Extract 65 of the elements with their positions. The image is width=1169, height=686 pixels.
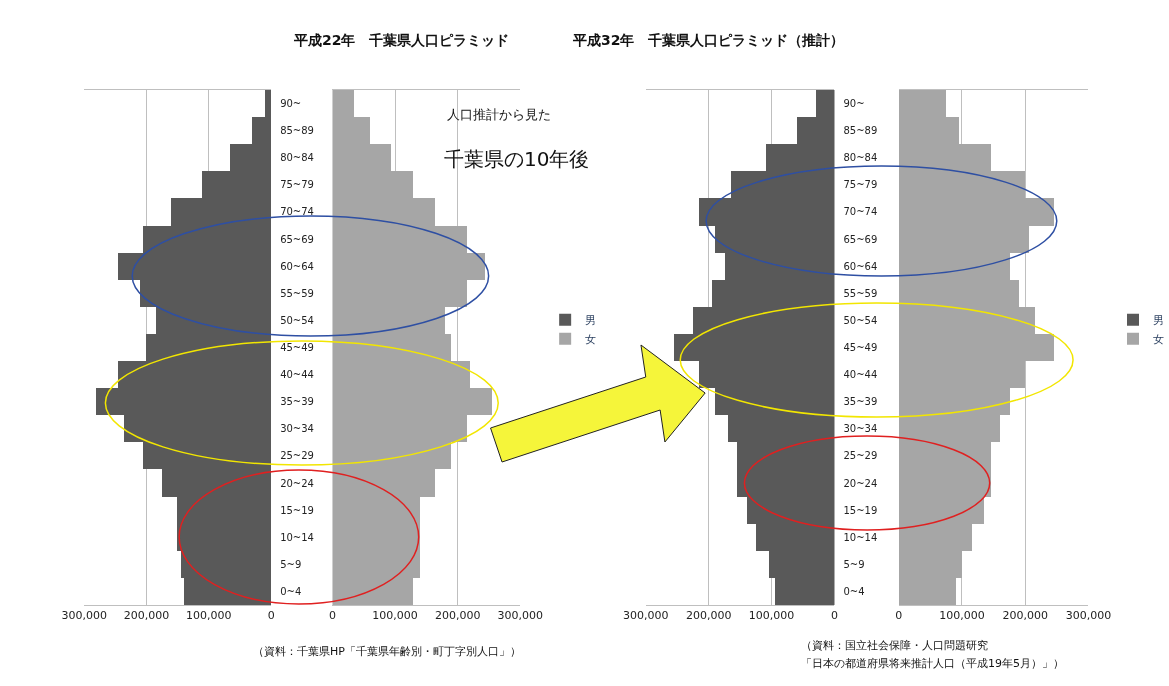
y-tick-label: 45~49	[280, 342, 314, 353]
chart-title: 平成32年 千葉県人口ピラミッド（推計）	[572, 32, 845, 48]
y-tick-label: 55~59	[843, 287, 878, 299]
x-tick-label: 300,000	[497, 609, 543, 623]
x-tick-label: 0	[328, 609, 336, 623]
y-tick-label: 50~54	[843, 314, 878, 326]
y-tick-label: 5~9	[843, 558, 865, 570]
x-tick-label: 300,000	[623, 609, 669, 623]
y-tick-label: 65~69	[280, 233, 314, 245]
y-tick-label: 15~19	[280, 504, 314, 516]
y-tick-label: 55~59	[280, 287, 314, 299]
y-tick-label: 75~79	[280, 179, 314, 191]
annotation: 千葉県の10年後	[444, 147, 590, 171]
y-tick-label: 10~14	[843, 531, 878, 543]
y-tick-label: 80~84	[280, 152, 314, 164]
y-tick-label: 40~44	[843, 369, 878, 381]
y-tick-label: 30~34	[843, 423, 878, 435]
y-tick-label: 60~64	[280, 260, 314, 272]
legend-label: 女	[585, 333, 597, 347]
y-tick-label: 50~54	[280, 314, 314, 326]
y-tick-label: 60~64	[843, 260, 878, 272]
y-tick-label: 25~29	[843, 450, 878, 462]
y-tick-label: 85~89	[843, 125, 878, 137]
text: （資料：国立社会保障・人口問題研究	[801, 639, 988, 652]
text: （資料：千葉県HP「千葉県年齢別・町丁字別人口」）	[253, 645, 521, 658]
y-tick-label: 75~79	[843, 179, 878, 191]
legend-label: 男	[585, 314, 597, 328]
text: 「日本の都道府県将来推計人口（平成19年5月）」）	[801, 657, 1064, 670]
x-tick-label: 200,000	[685, 609, 732, 623]
y-tick-label: 90~	[843, 98, 865, 110]
y-tick-label: 90~	[280, 98, 302, 110]
x-tick-label: 200,000	[1002, 609, 1048, 623]
annotation: 人口推計から見た	[447, 107, 551, 122]
legend-label: 男	[1153, 314, 1164, 328]
y-tick-label: 20~24	[843, 477, 878, 489]
x-tick-label: 100,000	[939, 609, 985, 623]
y-tick-label: 35~39	[843, 396, 878, 408]
y-tick-label: 30~34	[280, 423, 314, 435]
y-tick-label: 80~84	[843, 152, 878, 164]
y-tick-label: 70~74	[843, 206, 878, 218]
y-tick-label: 65~69	[843, 233, 878, 245]
y-tick-label: 70~74	[280, 206, 314, 218]
x-tick-label: 100,000	[372, 609, 418, 623]
legend-label: 女	[1153, 333, 1164, 347]
y-tick-label: 40~44	[280, 369, 314, 381]
x-tick-label: 200,000	[123, 609, 170, 623]
x-tick-label: 100,000	[186, 609, 232, 623]
chart-title: 平成22年 千葉県人口ピラミッド	[293, 32, 510, 48]
y-tick-label: 25~29	[280, 450, 314, 462]
y-tick-label: 20~24	[280, 477, 314, 489]
x-tick-label: 0	[895, 609, 903, 623]
y-tick-label: 0~4	[843, 585, 865, 597]
x-tick-label: 100,000	[748, 609, 795, 623]
y-tick-label: 15~19	[843, 504, 878, 516]
y-tick-label: 10~14	[280, 531, 314, 543]
y-tick-label: 85~89	[280, 125, 314, 137]
x-tick-label: 300,000	[61, 609, 108, 623]
y-tick-label: 35~39	[280, 396, 314, 408]
y-tick-label: 5~9	[280, 558, 302, 570]
x-tick-label: 200,000	[434, 609, 481, 623]
x-tick-label: 300,000	[1065, 609, 1112, 623]
x-tick-label: 0	[830, 609, 838, 623]
x-tick-label: 0	[267, 609, 275, 623]
y-tick-label: 0~4	[280, 585, 302, 597]
y-tick-label: 45~49	[843, 342, 878, 353]
